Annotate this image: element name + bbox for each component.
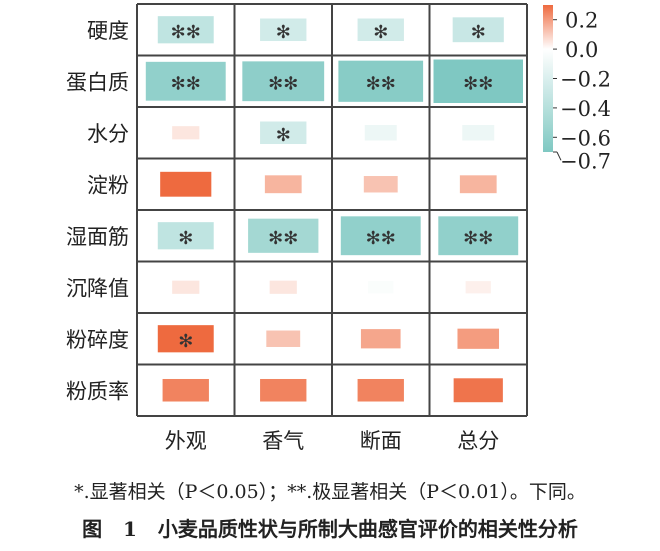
significance-mark: ✻✻ <box>171 22 201 43</box>
significance-mark: ✻✻ <box>268 73 298 94</box>
heatmap-cell <box>242 61 325 102</box>
column-label: 断面 <box>360 429 402 453</box>
figure-caption: 图 1 小麦品质性状与所制大曲感官评价的相关性分析 <box>82 517 578 541</box>
heatmap-cell <box>364 124 397 141</box>
significance-mark: ✻✻ <box>268 228 298 249</box>
heatmap-cell <box>160 171 212 197</box>
row-label: 硬度 <box>87 19 129 43</box>
heatmap-cell <box>264 175 302 194</box>
significance-mark: ✻✻ <box>463 73 493 94</box>
heatmap-cell <box>269 280 297 294</box>
significance-mark: ✻✻ <box>171 73 201 94</box>
heatmap-cell <box>452 17 504 43</box>
heatmap-cell <box>340 216 421 256</box>
row-label: 水分 <box>87 122 129 146</box>
heatmap-cell <box>266 330 301 347</box>
significance-mark: ✻ <box>373 22 388 43</box>
heatmap-cell <box>157 325 214 353</box>
row-label: 粉碎度 <box>66 328 129 352</box>
heatmap-cell <box>465 281 491 294</box>
heatmap-cell <box>172 126 200 140</box>
row-label: 湿面筋 <box>66 225 129 249</box>
column-label: 总分 <box>457 429 499 453</box>
significance-mark: ✻ <box>178 228 193 249</box>
significance-mark: ✻ <box>276 22 291 43</box>
heatmap-cell <box>145 61 226 101</box>
significance-mark: ✻ <box>276 125 291 146</box>
colorbar-tick-label: −0.4 <box>560 97 611 121</box>
heatmap-cell <box>172 280 200 294</box>
colorbar <box>543 5 553 152</box>
heatmap-cell <box>453 378 503 403</box>
heatmap-cell <box>368 281 394 294</box>
colorbar-tick-label: −0.2 <box>560 68 611 92</box>
significance-mark: ✻✻ <box>463 228 493 249</box>
heatmap-cell <box>260 18 307 42</box>
row-label: 沉降值 <box>66 276 129 300</box>
row-label: 淀粉 <box>87 173 129 197</box>
heatmap-cell <box>462 124 495 141</box>
row-label: 粉质率 <box>66 379 129 403</box>
heatmap-cell <box>248 218 319 253</box>
heatmap-cell <box>459 175 497 194</box>
heatmap-cell <box>162 378 209 402</box>
heatmap-cell <box>457 328 500 349</box>
colorbar-tick-label: −0.7 <box>560 149 611 173</box>
heatmap-cell <box>363 176 398 193</box>
heatmap-cell <box>157 222 214 250</box>
heatmap-cell <box>433 59 523 103</box>
heatmap-cell <box>260 378 307 402</box>
heatmap-cell <box>338 60 424 102</box>
colorbar-tick-leader <box>556 151 562 161</box>
significance-mark: ✻ <box>471 22 486 43</box>
heatmap-cell <box>157 16 214 44</box>
significance-mark: ✻✻ <box>366 73 396 94</box>
significance-mark: ✻✻ <box>366 228 396 249</box>
heatmap-cell <box>260 121 307 145</box>
significance-note: *.显著相关（P＜0.05）；**.极显著相关（P＜0.01）。下同。 <box>74 481 586 503</box>
heatmap-cell <box>438 216 519 256</box>
heatmap-cell <box>357 18 404 42</box>
heatmap-cell <box>357 378 404 402</box>
significance-mark: ✻ <box>178 331 193 352</box>
colorbar-tick-label: 0.2 <box>565 9 598 33</box>
colorbar-tick-label: 0.0 <box>565 38 598 62</box>
row-label: 蛋白质 <box>66 70 129 94</box>
colorbar-tick-label: −0.6 <box>560 126 611 150</box>
column-label: 香气 <box>262 429 304 453</box>
column-label: 外观 <box>165 429 207 453</box>
heatmap-cell <box>360 329 401 349</box>
